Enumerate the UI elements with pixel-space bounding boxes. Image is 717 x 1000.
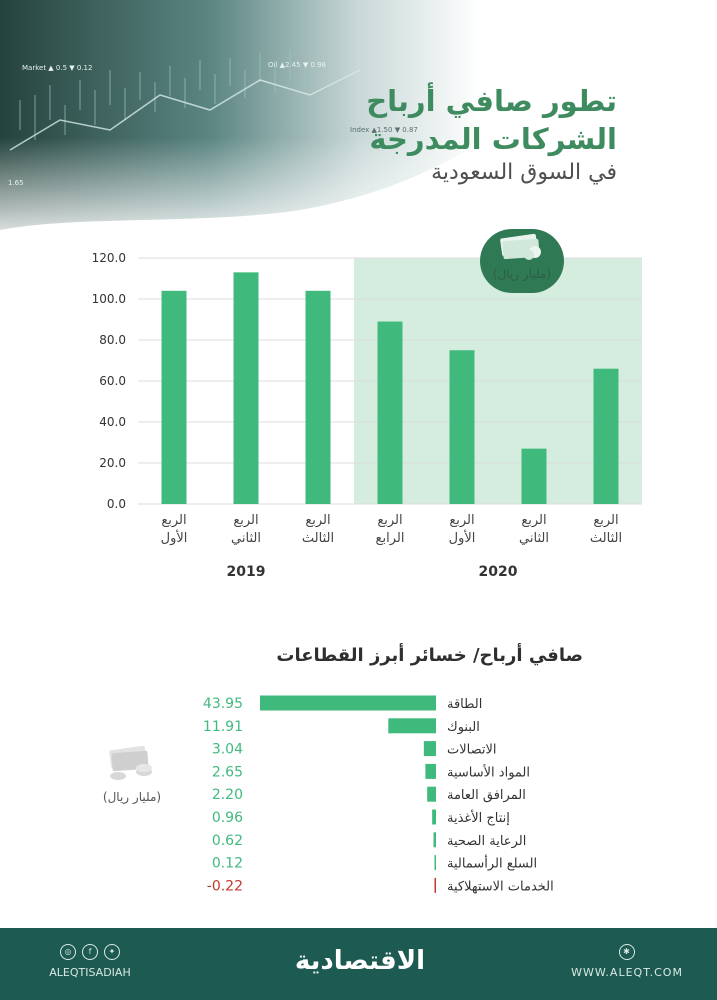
sector-bar [388,718,436,734]
sector-chart-title: صافي أرباح/ خسائر أبرز القطاعات [276,645,583,666]
sector-value-label: 0.96 [212,810,243,826]
x-tick-label: الأول [449,529,476,546]
sector-bar [434,855,436,871]
hero-banner: Market ▲ 0.5 ▼ 0.12 Oil ▲2.45 ▼ 0.98 Ind… [0,0,717,250]
sector-bar [432,809,436,825]
x-tick-label: الربع [449,513,474,528]
money-badge-icon [480,229,564,293]
sector-name-label: السلع الرأسمالية [447,855,537,872]
chart1-unit-label: (مليار ريال) [492,267,552,281]
website-url[interactable]: WWW.ALEQT.COM [571,966,683,979]
sector-value-label: 11.91 [203,719,243,735]
sector-value-label: 2.20 [212,787,243,803]
footer: ◎ f ✦ ALEQTISADIAH الاقتصادية ✱ WWW.ALEQ… [0,928,717,1000]
sector-name-label: الرعاية الصحية [447,834,526,849]
sector-bar [434,877,436,893]
sector-name-label: المرافق العامة [447,788,526,803]
bar [305,290,331,504]
y-tick-label: 120.0 [92,251,126,265]
hero-ticker-3: Index ▲1.50 ▼ 0.87 [350,126,418,134]
sector-bar [433,832,436,848]
sector-value-label: 3.04 [212,742,243,758]
hero-ticker-4: 1.65 [8,179,24,187]
hero-ticker-2: Oil ▲2.45 ▼ 0.98 [268,61,326,69]
x-tick-label: الثاني [519,531,549,546]
chart2-unit-label: (مليار ريال) [102,790,162,804]
website-link[interactable]: ✱ WWW.ALEQT.COM [567,944,687,979]
sector-value-label: 0.12 [212,856,243,872]
globe-icon: ✱ [619,944,635,960]
sector-profit-chart: 43.95 الطاقة 11.91 البنوك 3.04 الاتصالات 2.65 ا… [203,695,554,894]
x-tick-label: الثاني [231,531,261,546]
year-label: 2020 [479,564,518,580]
sector-bar [260,695,436,711]
bar [377,321,403,504]
sector-name-label: الاتصالات [447,743,497,758]
sector-bar [423,741,436,757]
instagram-icon[interactable]: ◎ [60,944,76,960]
year-label: 2019 [227,564,266,580]
sector-name-label: المواد الأساسية [447,763,530,780]
x-tick-label: الربع [521,513,546,528]
x-tick-label: الربع [161,513,186,528]
sector-name-label: البنوك [447,720,480,735]
sector-value-label: 2.65 [212,764,243,780]
sector-bar [427,786,436,802]
hero-ticker-1: Market ▲ 0.5 ▼ 0.12 [22,64,92,72]
y-tick-label: 80.0 [99,333,126,347]
y-tick-label: 100.0 [92,292,126,306]
social-links: ◎ f ✦ ALEQTISADIAH [40,944,140,979]
x-tick-label: الربع [377,513,402,528]
x-tick-label: الثالث [302,531,334,546]
title-line-3: في السوق السعودية [431,160,617,185]
sector-value-label: 43.95 [203,696,243,712]
sector-bar [425,763,436,779]
sector-value-label: 0.62 [212,833,243,849]
x-tick-label: الثالث [590,531,622,546]
x-tick-label: الربع [233,513,258,528]
hero-background-image: Market ▲ 0.5 ▼ 0.12 Oil ▲2.45 ▼ 0.98 Ind… [0,0,717,250]
sector-name-label: الخدمات الاستهلاكية [447,879,554,894]
x-tick-label: الربع [305,513,330,528]
y-tick-label: 40.0 [99,415,126,429]
bar [449,350,475,504]
bar [161,290,187,504]
brand-logo: الاقتصادية [294,946,426,976]
sector-name-label: إنتاج الأغذية [447,809,510,826]
bar [233,272,259,504]
x-tick-label: الربع [593,513,618,528]
bar [593,368,619,504]
twitter-icon[interactable]: ✦ [104,944,120,960]
title-line-2: الشركات المدرجة [369,122,617,156]
money-stack-icon [109,745,152,780]
bar [521,448,547,504]
sector-name-label: الطاقة [447,697,482,712]
facebook-icon[interactable]: f [82,944,98,960]
x-tick-label: الأول [161,529,188,546]
y-tick-label: 60.0 [99,374,126,388]
quarterly-profit-chart: 0.020.040.060.080.0100.0120.0الربعالأولا… [92,251,642,580]
y-tick-label: 0.0 [107,497,126,511]
social-handle[interactable]: ALEQTISADIAH [49,966,131,979]
x-tick-label: الرابع [376,531,405,546]
y-tick-label: 20.0 [99,456,126,470]
sector-value-label: -0.22 [207,878,243,894]
title-line-1: تطور صافي أرباح [366,84,617,118]
